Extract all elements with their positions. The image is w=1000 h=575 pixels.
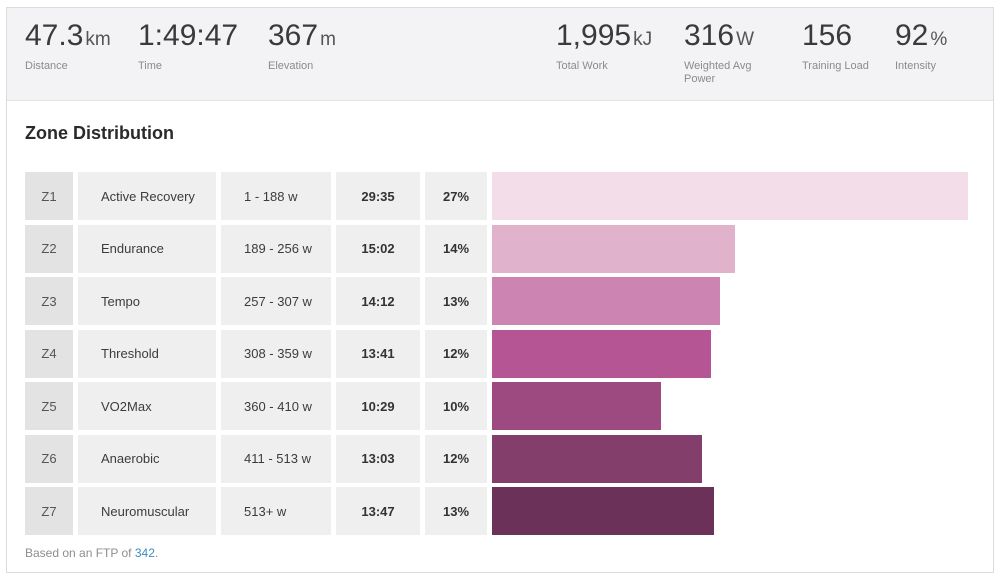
stat-value: 1,995 kJ — [556, 19, 653, 52]
stat-elevation: 367 m Elevation — [268, 19, 336, 73]
stat-distance: 47.3 km Distance — [25, 19, 111, 73]
zone-range: 513+ w — [221, 487, 331, 535]
stat-value: 47.3 km — [25, 19, 111, 52]
zone-id: Z1 — [25, 172, 73, 220]
stat-label: Weighted Avg Power — [684, 60, 752, 85]
zone-name: Tempo — [78, 277, 216, 325]
zone-range: 257 - 307 w — [221, 277, 331, 325]
zone-bar — [492, 434, 702, 483]
zone-id: Z6 — [25, 434, 73, 483]
stats-header: 47.3 km Distance 1:49:47 Time 367 m Elevat… — [7, 8, 993, 101]
zone-name: Active Recovery — [78, 172, 216, 220]
zone-percent: 12% — [425, 434, 487, 483]
zone-range: 360 - 410 w — [221, 382, 331, 430]
zone-row: Z6 Anaerobic 411 - 513 w 13:03 12% — [25, 434, 975, 483]
zone-range: 1 - 188 w — [221, 172, 331, 220]
zone-time: 14:12 — [336, 277, 420, 325]
zone-range: 189 - 256 w — [221, 224, 331, 273]
stat-total-work: 1,995 kJ Total Work — [556, 19, 652, 73]
stat-value: 367 m — [268, 19, 336, 52]
ftp-footnote: Based on an FTP of 342. — [25, 546, 158, 560]
zone-percent: 14% — [425, 224, 487, 273]
zone-bar-track — [492, 434, 968, 483]
stat-label: Training Load — [802, 60, 869, 72]
zone-percent: 12% — [425, 329, 487, 378]
stat-label: Elevation — [268, 60, 314, 72]
stat-value: 1:49:47 — [138, 19, 239, 52]
zone-id: Z3 — [25, 277, 73, 325]
stat-label: Time — [138, 60, 163, 72]
zone-name: Neuromuscular — [78, 487, 216, 535]
stat-value: 156 — [802, 19, 853, 52]
zone-row: Z4 Threshold 308 - 359 w 13:41 12% — [25, 329, 975, 378]
zone-time: 13:47 — [336, 487, 420, 535]
zone-percent: 10% — [425, 382, 487, 430]
zone-row: Z3 Tempo 257 - 307 w 14:12 13% — [25, 277, 975, 325]
zone-range: 411 - 513 w — [221, 434, 331, 483]
zone-id: Z5 — [25, 382, 73, 430]
zone-bar-track — [492, 277, 968, 325]
zone-distribution-title: Zone Distribution — [25, 123, 174, 143]
zone-id: Z4 — [25, 329, 73, 378]
stat-label: Distance — [25, 60, 68, 72]
zone-time: 13:03 — [336, 434, 420, 483]
zone-percent: 13% — [425, 277, 487, 325]
stat-time: 1:49:47 Time — [138, 19, 240, 73]
zone-name: Threshold — [78, 329, 216, 378]
zone-bar-track — [492, 382, 968, 430]
zone-id: Z7 — [25, 487, 73, 535]
stat-label: Intensity — [895, 60, 936, 72]
stat-value: 316 W — [684, 19, 754, 52]
ftp-value-link[interactable]: 342 — [134, 546, 155, 560]
zone-row: Z2 Endurance 189 - 256 w 15:02 14% — [25, 224, 975, 273]
zone-range: 308 - 359 w — [221, 329, 331, 378]
zone-row: Z5 VO2Max 360 - 410 w 10:29 10% — [25, 382, 975, 430]
stat-label: Total Work — [556, 60, 608, 72]
stat-intensity: 92% Intensity — [895, 19, 947, 73]
zone-percent: 13% — [425, 487, 487, 535]
zone-bar-track — [492, 329, 968, 378]
zone-bar — [492, 224, 735, 273]
zone-name: Endurance — [78, 224, 216, 273]
footnote-text: Based on an FTP of — [25, 546, 135, 560]
zone-time: 10:29 — [336, 382, 420, 430]
zone-name: VO2Max — [78, 382, 216, 430]
zone-row: Z1 Active Recovery 1 - 188 w 29:35 27% — [25, 172, 975, 220]
zone-bar — [492, 172, 968, 220]
stat-value: 92% — [895, 19, 948, 52]
zone-time: 13:41 — [336, 329, 420, 378]
stat-weighted-avg-power: 316 W Weighted Avg Power — [684, 19, 774, 86]
zone-time: 15:02 — [336, 224, 420, 273]
zone-id: Z2 — [25, 224, 73, 273]
zone-time: 29:35 — [336, 172, 420, 220]
zone-bar-track — [492, 487, 968, 535]
stat-training-load: 156 Training Load — [802, 19, 869, 73]
activity-panel: 47.3 km Distance 1:49:47 Time 367 m Elevat… — [6, 7, 994, 573]
zone-percent: 27% — [425, 172, 487, 220]
zone-name: Anaerobic — [78, 434, 216, 483]
zone-bar-track — [492, 224, 968, 273]
zone-bar — [492, 487, 714, 535]
zone-bar-track — [492, 172, 968, 220]
zone-row: Z7 Neuromuscular 513+ w 13:47 13% — [25, 487, 975, 535]
zone-bar — [492, 382, 661, 430]
zone-bar — [492, 277, 720, 325]
footnote-period: . — [154, 546, 159, 560]
zone-bar — [492, 329, 711, 378]
